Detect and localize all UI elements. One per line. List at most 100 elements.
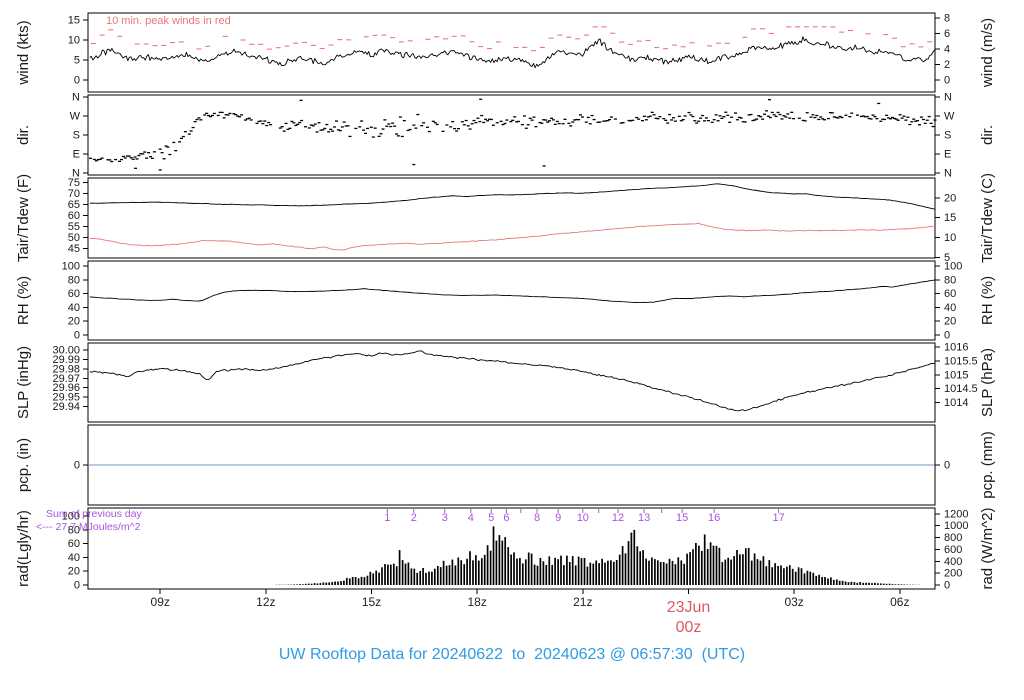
wind-direction-deg-point — [894, 118, 898, 120]
wind-direction-deg-point — [118, 160, 121, 162]
wind-direction-deg-point — [141, 153, 145, 155]
wind-direction-deg-point — [489, 118, 493, 121]
wind-direction-deg-point — [499, 120, 503, 122]
wind-direction-deg-point — [383, 119, 387, 121]
wind-direction-deg-point — [449, 126, 453, 128]
wind-direction-deg-point — [759, 116, 763, 118]
dir-ytick-label-right: S — [944, 130, 951, 142]
wind-direction-deg-point — [441, 130, 445, 132]
rh-ytick-label-left: 80 — [68, 274, 80, 286]
wind-direction-deg-point — [427, 130, 431, 133]
wind-direction-deg-point — [228, 112, 232, 115]
slp-ylabel-left: SLP (inHg) — [15, 346, 32, 419]
wind-direction-deg-point — [338, 130, 342, 132]
wind-direction-deg-point — [348, 135, 352, 138]
wind-direction-deg-point — [780, 118, 784, 120]
wind-direction-deg-point — [598, 121, 602, 123]
wind-direction-deg-point — [381, 128, 385, 130]
panel-wind-box — [87, 12, 936, 93]
wind-direction-deg-point — [579, 114, 582, 116]
wind-direction-deg-point — [300, 119, 304, 122]
wind-direction-deg-point — [532, 116, 536, 118]
wind-direction-deg-point — [321, 129, 325, 131]
rad-sum-hour-label: 17 — [773, 512, 785, 524]
wind-direction-deg-point — [797, 117, 801, 119]
wind-direction-deg-point — [693, 120, 697, 122]
wind-direction-deg-point — [890, 116, 894, 119]
wind-direction-deg-point — [191, 126, 195, 129]
wind-direction-deg-point — [98, 158, 102, 160]
wind-direction-deg-point — [298, 121, 302, 124]
wind-direction-deg-point — [325, 123, 329, 126]
dir-ytick-label-left: S — [73, 130, 80, 142]
wind-direction-deg-point — [823, 119, 827, 121]
wind-direction-deg-point — [366, 127, 369, 130]
wind-direction-deg-point — [96, 159, 100, 161]
wind-direction-deg-outlier-point — [299, 99, 303, 101]
wind-direction-deg-point — [753, 119, 757, 121]
wind-direction-deg-point — [422, 122, 426, 124]
dir-ylabel-right: dir. — [979, 125, 996, 145]
wind-direction-deg-point — [716, 120, 720, 122]
wind-direction-deg-point — [292, 122, 296, 124]
wind-direction-deg-point — [414, 127, 418, 129]
wind-direction-deg-point — [761, 118, 765, 120]
wind-direction-deg-outlier-point — [542, 165, 546, 167]
rad-ytick-label-right: 400 — [944, 556, 962, 568]
wind-direction-deg-point — [263, 120, 267, 122]
wind-direction-deg-point — [844, 114, 848, 116]
wind-direction-deg-point — [703, 120, 706, 122]
wind-direction-deg-point — [255, 122, 259, 124]
wind-direction-deg-point — [619, 122, 623, 124]
temp-ylabel-left: Tair/Tdew (F) — [15, 174, 32, 262]
slp-ytick-label-right: 1015.5 — [944, 355, 978, 367]
rad-sum-hour-label: 4 — [468, 512, 474, 524]
temp-ytick-label-right: 5 — [944, 252, 950, 264]
dir-ylabel-left: dir. — [15, 125, 32, 145]
wind-direction-deg-point — [484, 118, 488, 120]
rad-sum-hour-label: 10 — [577, 512, 589, 524]
wind-direction-deg-point — [548, 120, 551, 122]
wind-direction-deg-point — [139, 153, 143, 155]
wind-direction-deg-point — [125, 155, 129, 157]
wind-direction-deg-point — [181, 135, 185, 138]
wind-direction-deg-point — [505, 119, 509, 121]
wind-direction-deg-point — [143, 151, 147, 153]
wind-direction-deg-point — [821, 118, 825, 120]
wind-direction-deg-point — [147, 152, 151, 154]
wind-direction-deg-point — [290, 120, 294, 123]
wind-direction-deg-point — [720, 117, 724, 119]
wind-direction-deg-point — [834, 116, 838, 119]
wind-direction-deg-point — [728, 121, 732, 123]
wind-direction-deg-point — [249, 119, 253, 121]
wind-ylabel-left: wind (kts) — [15, 20, 32, 85]
wind-direction-deg-outlier-point — [768, 99, 771, 101]
wind-direction-deg-point — [89, 157, 92, 159]
x-axis-tick-label: 12z — [256, 595, 275, 609]
wind-direction-deg-point — [346, 125, 350, 127]
temp-ytick-label-left: 75 — [68, 177, 80, 189]
wind-direction-deg-point — [135, 158, 139, 160]
wind-direction-deg-point — [466, 125, 470, 127]
wind-direction-deg-point — [520, 124, 524, 126]
wind-direction-deg-point — [631, 119, 635, 121]
rad-ytick-label-right: 1000 — [944, 520, 968, 532]
wind-direction-deg-point — [672, 117, 675, 119]
wind-direction-deg-point — [646, 116, 650, 118]
wind-direction-deg-point — [288, 127, 292, 129]
wind-direction-deg-point — [294, 124, 298, 127]
wind-direction-deg-point — [571, 121, 575, 123]
wind-direction-deg-point — [524, 127, 528, 129]
wind-direction-deg-point — [238, 116, 242, 118]
wind-direction-deg-point — [92, 158, 96, 161]
wind-direction-deg-point — [152, 151, 156, 153]
slp-ytick-label-left: 29.94 — [52, 401, 80, 413]
wind-direction-deg-point — [265, 124, 269, 127]
wind-direction-deg-point — [749, 113, 753, 116]
wind-ytick-label-left: 10 — [68, 35, 80, 47]
wind-direction-deg-point — [873, 116, 877, 118]
wind-direction-deg-point — [584, 121, 588, 123]
wind-direction-deg-point — [114, 158, 118, 161]
wind-direction-deg-point — [420, 125, 424, 127]
